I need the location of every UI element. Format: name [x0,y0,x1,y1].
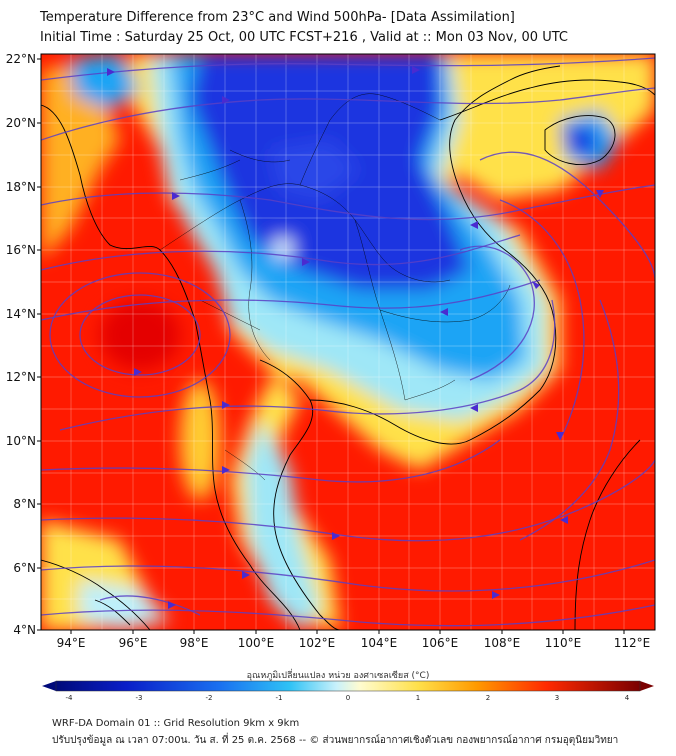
map-frame [40,53,656,631]
colorbar-tick: -1 [276,694,283,702]
colorbar-label: อุณหภูมิเปลี่ยนแปลง หน่วย องศาเซลเซียส (… [246,671,430,681]
lon-label: 100°E [238,636,275,650]
lon-label: 94°E [57,636,86,650]
lon-label: 104°E [361,636,398,650]
map-title: Temperature Difference from 23°C and Win… [40,10,515,25]
footer-credit: ปรับปรุงข้อมูล ณ เวลา 07:00น. วัน ส. ที่… [52,735,619,746]
colorbar-tick: 3 [555,694,559,702]
lat-label: 4°N [13,623,36,637]
lat-label: 10°N [6,434,36,448]
wind-arrows [107,66,604,609]
lon-label: 98°E [180,636,209,650]
lon-label: 96°E [119,636,148,650]
lat-label: 6°N [13,561,36,575]
map-subtitle: Initial Time : Saturday 25 Oct, 00 UTC F… [40,30,568,45]
lat-label: 16°N [6,243,36,257]
latitude-axis: 22°N 20°N 18°N 16°N 14°N 12°N 10°N 8°N 6… [6,52,41,637]
lon-label: 108°E [484,636,521,650]
lon-label: 106°E [422,636,459,650]
graticule [41,54,655,630]
temperature-field [41,54,655,630]
lat-label: 20°N [6,116,36,130]
colorbar-tick: -3 [136,694,143,702]
country-borders [159,93,511,481]
colorbar-tick: 2 [486,694,490,702]
colorbar-tick: -4 [66,694,74,702]
lon-label: 102°E [299,636,336,650]
lat-label: 14°N [6,307,36,321]
lat-label: 12°N [6,370,36,384]
colorbar-tick: -2 [206,694,213,702]
colorbar-tick: 4 [625,694,630,702]
colorbar-tick: 0 [346,694,350,702]
colorbar: -4 -3 -2 -1 0 1 2 3 4 [42,680,654,702]
lat-label: 22°N [6,52,36,66]
longitude-axis: 94°E 96°E 98°E 100°E 102°E 104°E 106°E 1… [57,630,651,650]
lon-label: 112°E [614,636,651,650]
colorbar-tick: 1 [416,694,420,702]
lat-label: 18°N [6,180,36,194]
lat-label: 8°N [13,497,36,511]
lon-label: 110°E [545,636,582,650]
footer-model-info: WRF-DA Domain 01 :: Grid Resolution 9km … [52,718,300,729]
wind-streamlines [41,57,655,627]
